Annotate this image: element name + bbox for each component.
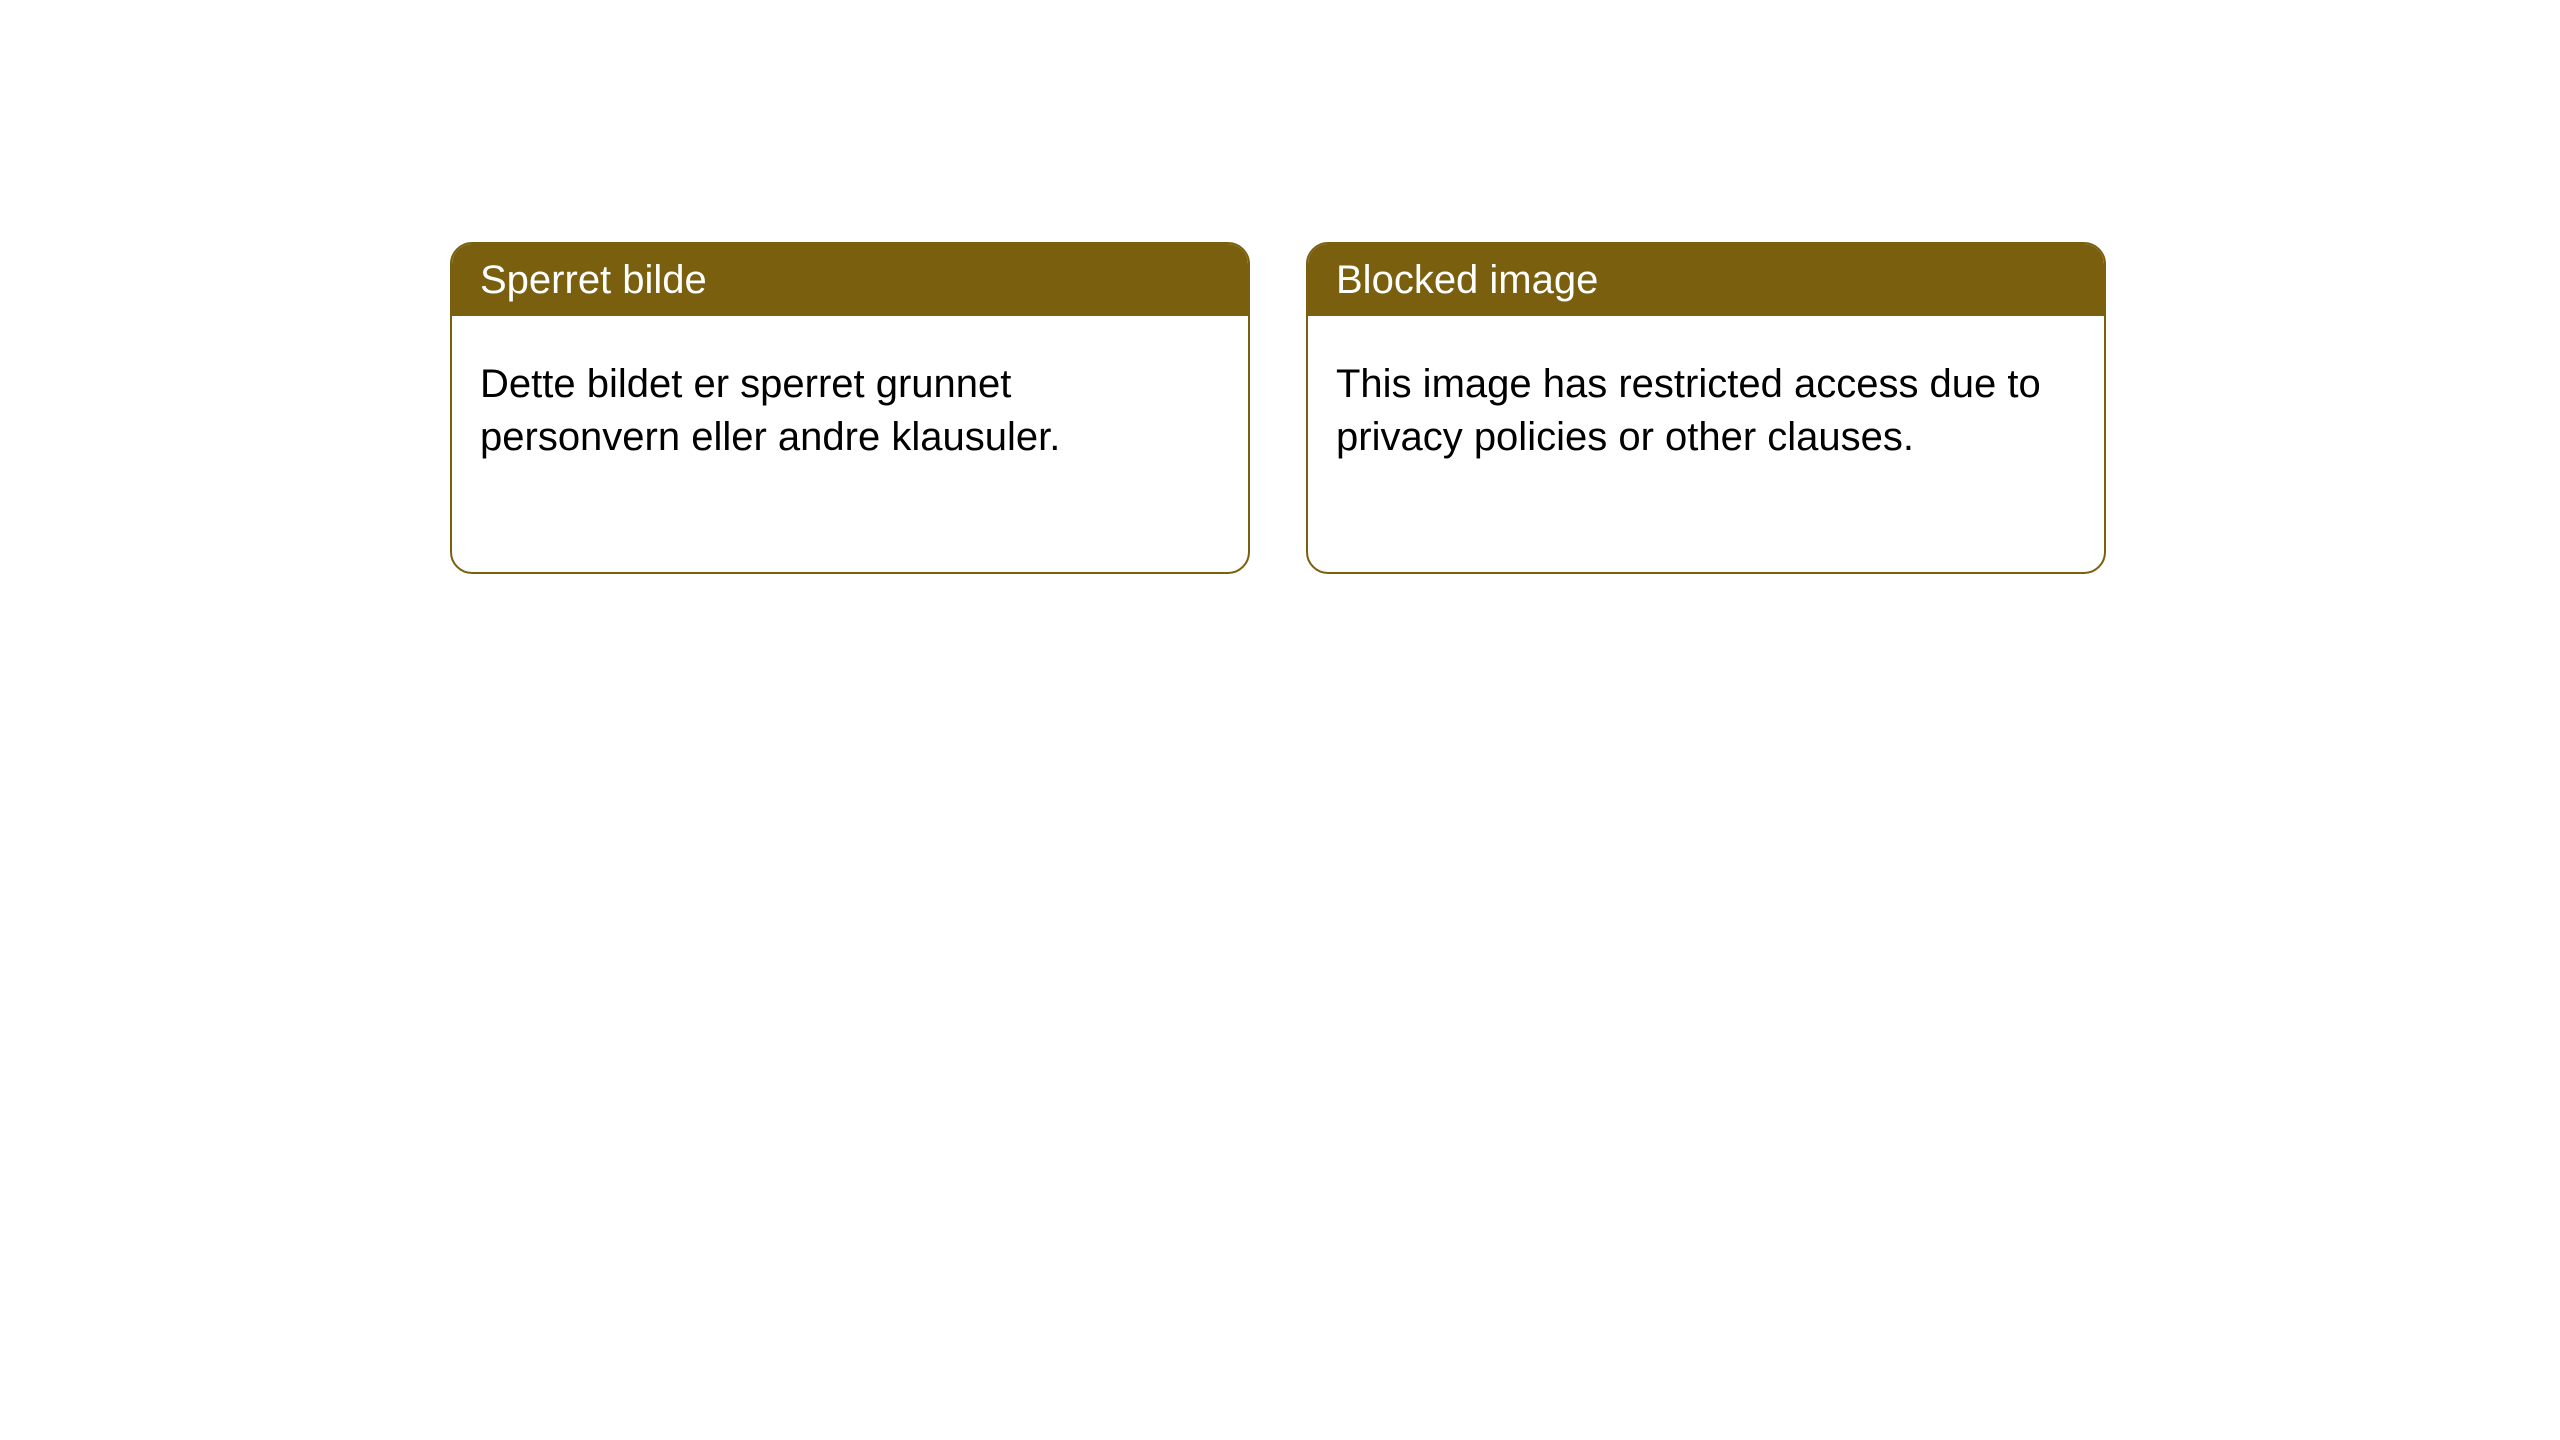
card-body: This image has restricted access due to … (1308, 316, 2104, 506)
card-body-text: Dette bildet er sperret grunnet personve… (480, 362, 1060, 459)
card-title: Sperret bilde (480, 258, 707, 302)
notice-cards-container: Sperret bilde Dette bildet er sperret gr… (0, 0, 2560, 574)
card-header: Blocked image (1308, 244, 2104, 316)
notice-card-norwegian: Sperret bilde Dette bildet er sperret gr… (450, 242, 1250, 574)
notice-card-english: Blocked image This image has restricted … (1306, 242, 2106, 574)
card-title: Blocked image (1336, 258, 1598, 302)
card-body: Dette bildet er sperret grunnet personve… (452, 316, 1248, 506)
card-header: Sperret bilde (452, 244, 1248, 316)
card-body-text: This image has restricted access due to … (1336, 362, 2041, 459)
